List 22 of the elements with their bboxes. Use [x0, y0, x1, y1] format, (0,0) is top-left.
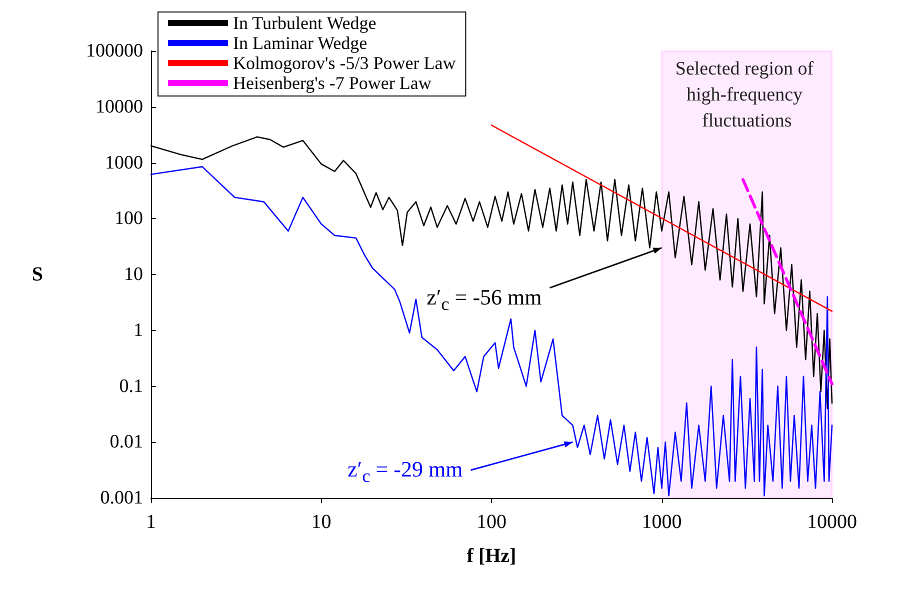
x-tick-label: 10000	[807, 511, 857, 533]
x-tick-label: 10	[311, 511, 332, 533]
y-tick-label: 100000	[86, 40, 143, 62]
y-tick-label: 0.1	[119, 376, 143, 397]
legend-label: Kolmogorov's -5/3 Power Law	[233, 53, 456, 73]
band-label: Selected region of high-frequency fluctuations	[675, 58, 818, 132]
y-tick-label: 1	[134, 320, 143, 341]
y-axis-title: S	[32, 264, 43, 286]
x-axis-title: f [Hz]	[466, 545, 516, 567]
y-tick-label: 0.01	[110, 432, 143, 453]
legend-label: In Laminar Wedge	[233, 33, 368, 53]
x-tick-label: 1000	[642, 511, 682, 533]
annotation: z′$_{c}$ = -29 mm	[348, 456, 463, 486]
legend-label: In Turbulent Wedge	[233, 13, 376, 33]
y-tick-label: 100	[114, 208, 143, 230]
y-tick-label: 0.001	[100, 488, 143, 508]
legend-label: Heisenberg's -7 Power Law	[233, 73, 432, 93]
y-tick-label: 1000	[105, 152, 143, 174]
y-tick-label: 10	[124, 264, 143, 285]
annotation: z′$_{c}$ = -56 mm	[426, 284, 542, 314]
x-tick-label: 100	[476, 511, 506, 533]
y-tick-label: 10000	[96, 96, 143, 118]
